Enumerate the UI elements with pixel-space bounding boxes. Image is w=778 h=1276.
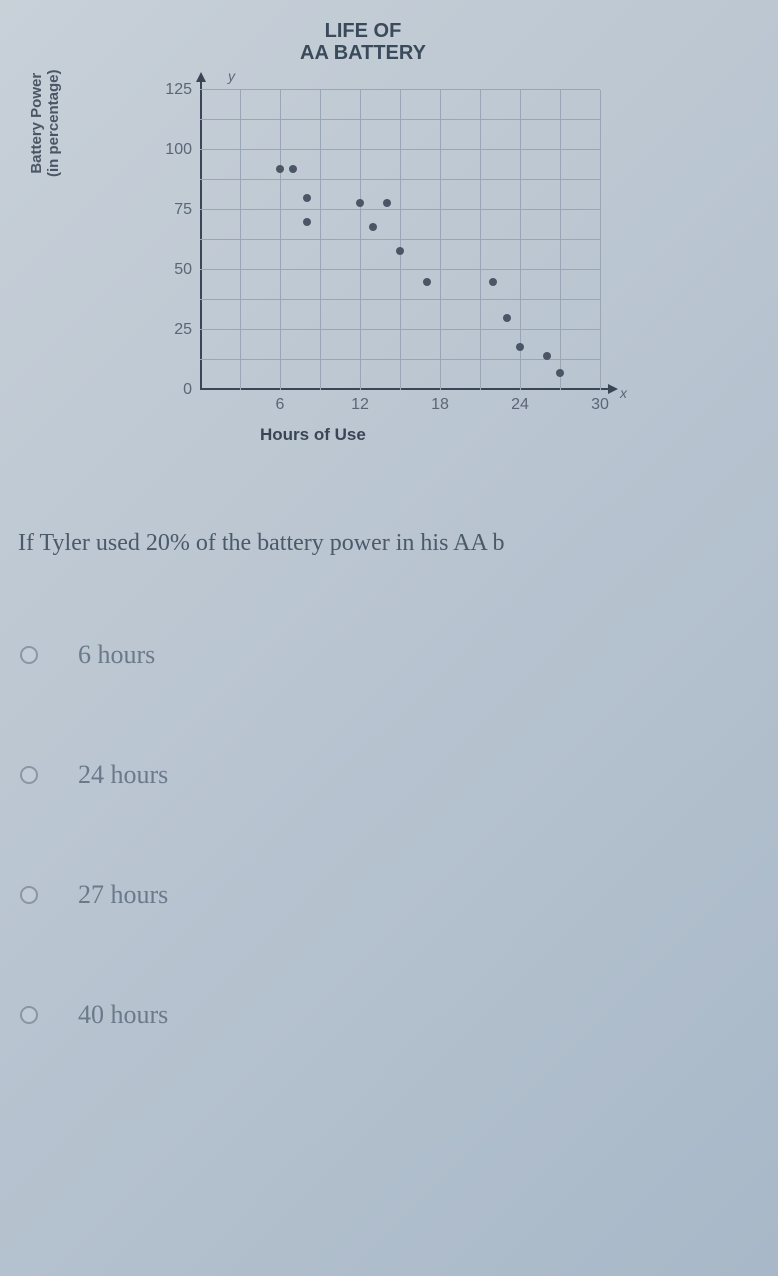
grid-line-vertical — [240, 90, 241, 390]
grid-line-horizontal — [200, 179, 600, 180]
y-axis-label: Battery Power (in percentage) — [28, 69, 62, 177]
data-point — [276, 165, 284, 173]
x-tick-label: 6 — [276, 396, 285, 414]
x-tick-label: 12 — [351, 396, 369, 414]
data-point — [396, 247, 404, 255]
radio-icon[interactable] — [20, 646, 38, 664]
answer-option[interactable]: 27 hours — [20, 880, 168, 910]
grid-line-vertical — [320, 90, 321, 390]
option-label: 27 hours — [78, 880, 168, 910]
option-label: 24 hours — [78, 760, 168, 790]
grid-line-vertical — [480, 90, 481, 390]
x-tick-label: 30 — [591, 396, 609, 414]
y-tick-label: 50 — [174, 261, 192, 279]
chart-title: LIFE OF AA BATTERY — [300, 20, 426, 64]
chart-container: LIFE OF AA BATTERY Battery Power (in per… — [60, 20, 660, 440]
grid-line-horizontal — [200, 119, 600, 120]
radio-icon[interactable] — [20, 766, 38, 784]
x-axis-label: Hours of Use — [260, 425, 366, 445]
data-point — [369, 223, 377, 231]
data-point — [556, 369, 564, 377]
data-point — [289, 165, 297, 173]
question-text: If Tyler used 20% of the battery power i… — [18, 530, 778, 557]
x-tick-label: 18 — [431, 396, 449, 414]
data-point — [489, 278, 497, 286]
radio-icon[interactable] — [20, 886, 38, 904]
grid-line-horizontal — [200, 269, 600, 270]
data-point — [303, 218, 311, 226]
grid-line-horizontal — [200, 89, 600, 90]
answer-option[interactable]: 40 hours — [20, 1000, 168, 1030]
x-tick-label: 24 — [511, 396, 529, 414]
y-axis-main-label: Battery Power — [28, 69, 45, 177]
x-axis-variable: x — [620, 385, 627, 401]
y-tick-label: 25 — [174, 321, 192, 339]
x-axis-line — [200, 388, 610, 390]
x-axis-arrow-icon — [608, 384, 618, 394]
grid-line-vertical — [400, 90, 401, 390]
grid-line-horizontal — [200, 299, 600, 300]
option-label: 6 hours — [78, 640, 155, 670]
data-point — [423, 278, 431, 286]
y-axis-variable: y — [228, 68, 235, 84]
data-point — [383, 199, 391, 207]
grid-line-horizontal — [200, 329, 600, 330]
data-point — [303, 194, 311, 202]
grid-line-horizontal — [200, 239, 600, 240]
grid-line-vertical — [560, 90, 561, 390]
option-label: 40 hours — [78, 1000, 168, 1030]
grid-line-vertical — [360, 90, 361, 390]
grid-line-vertical — [600, 90, 601, 390]
y-tick-label: 100 — [165, 141, 192, 159]
radio-icon[interactable] — [20, 1006, 38, 1024]
chart-title-line1: LIFE OF — [325, 20, 402, 42]
grid-line-horizontal — [200, 149, 600, 150]
y-tick-label: 75 — [174, 201, 192, 219]
answer-option[interactable]: 6 hours — [20, 640, 168, 670]
grid-line-vertical — [440, 90, 441, 390]
answer-options: 6 hours 24 hours 27 hours 40 hours — [20, 640, 168, 1120]
data-point — [503, 314, 511, 322]
y-axis-line — [200, 80, 202, 390]
data-point — [543, 352, 551, 360]
plot-area: 0255075100125612182430 — [200, 90, 600, 390]
y-tick-label: 125 — [165, 81, 192, 99]
grid-line-horizontal — [200, 359, 600, 360]
data-point — [516, 343, 524, 351]
y-axis-arrow-icon — [196, 72, 206, 82]
y-tick-label: 0 — [183, 381, 192, 399]
data-point — [356, 199, 364, 207]
y-axis-sub-label: (in percentage) — [45, 69, 62, 177]
grid-line-vertical — [280, 90, 281, 390]
grid-line-horizontal — [200, 209, 600, 210]
chart-title-line2: AA BATTERY — [300, 42, 426, 64]
answer-option[interactable]: 24 hours — [20, 760, 168, 790]
